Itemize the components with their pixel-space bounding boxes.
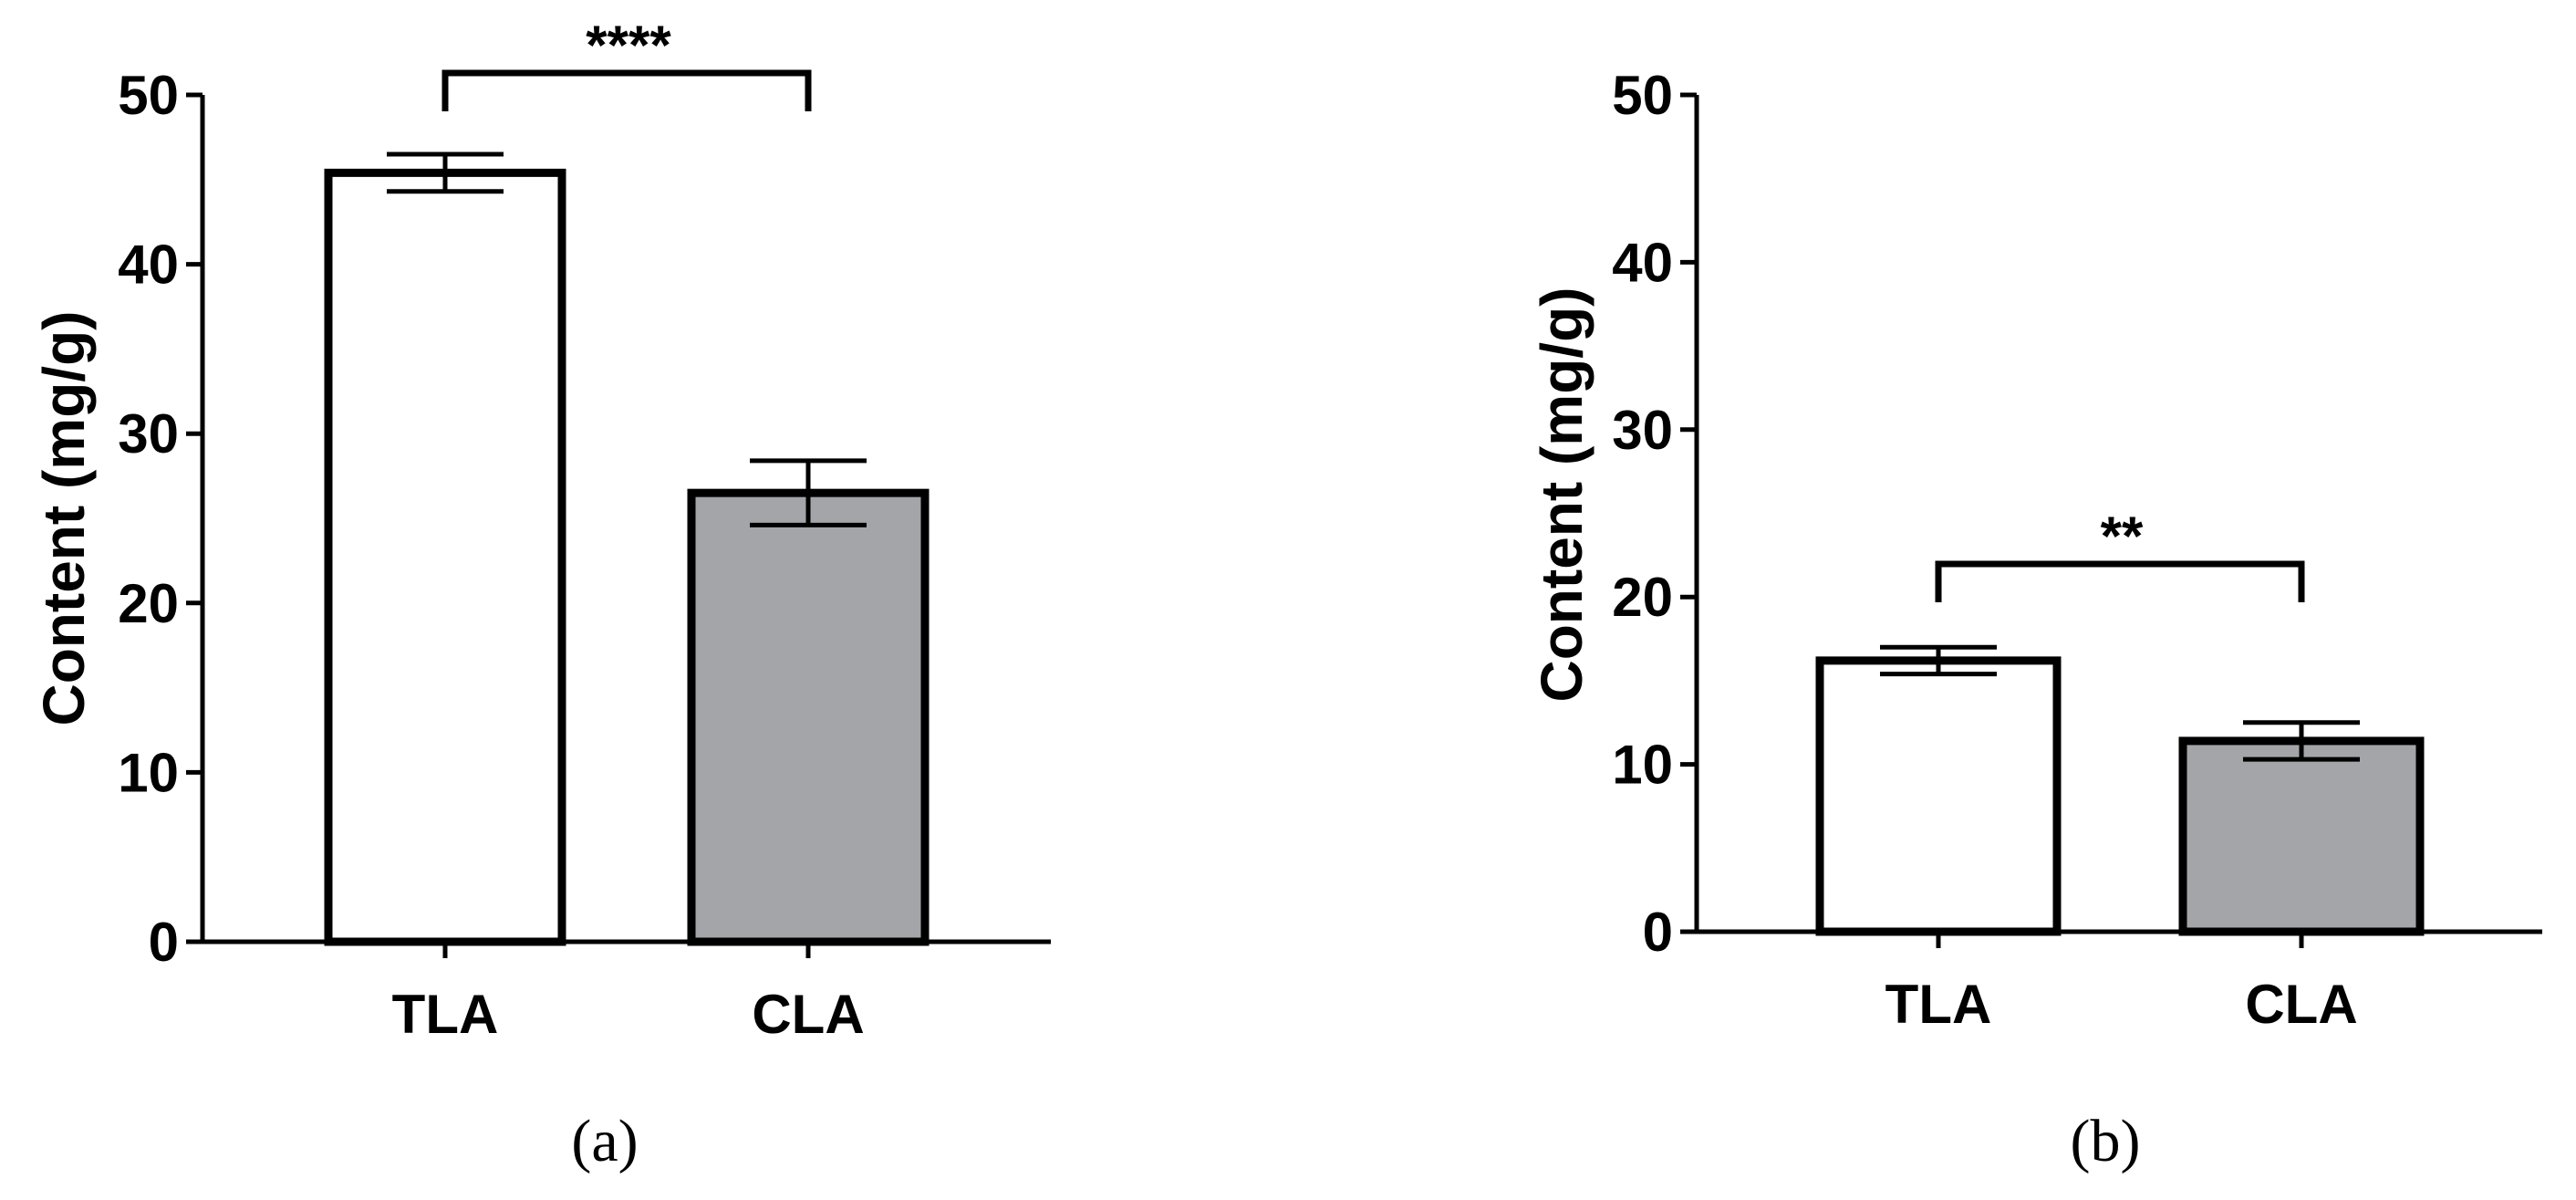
x-tick-label-tla: TLA	[1885, 974, 1992, 1035]
chart-panel-b: TLA CLA 0 10 20 30 40 50 Content (mg/g) ** (b)	[1529, 65, 2542, 1174]
panel-label: (a)	[571, 1108, 638, 1174]
y-tick-label: 0	[1643, 902, 1673, 963]
y-axis-title: Content (mg/g)	[31, 311, 97, 726]
y-tick-label: 0	[149, 912, 179, 973]
bar-cla	[2178, 736, 2425, 936]
x-tick-label-tla: TLA	[392, 984, 499, 1045]
y-tick-label: 20	[118, 573, 179, 634]
significance-label: ****	[586, 15, 671, 76]
y-tick-label: 30	[118, 403, 179, 464]
significance-bracket	[441, 69, 812, 111]
y-tick-label: 40	[118, 235, 179, 296]
significance-bracket	[1935, 560, 2305, 602]
y-tick-label: 50	[118, 65, 179, 126]
y-tick-label: 30	[1612, 400, 1673, 461]
chart-panel-a: TLA CLA 0 10 20 30 40 50 Content (mg/g) **** (a)	[31, 15, 1051, 1174]
y-tick-label: 50	[1612, 65, 1673, 126]
y-axis-title: Content (mg/g)	[1529, 287, 1594, 703]
y-tick-label: 40	[1612, 232, 1673, 293]
y-tick-label: 10	[118, 742, 179, 803]
y-tick-label: 10	[1612, 735, 1673, 796]
y-tick-label: 20	[1612, 567, 1673, 628]
bar-cla	[687, 488, 930, 946]
significance-label: **	[2101, 506, 2144, 567]
panel-label: (b)	[2071, 1108, 2141, 1174]
x-tick-label-cla: CLA	[752, 984, 864, 1045]
bar-tla	[1815, 656, 2062, 936]
x-tick-label-cla: CLA	[2245, 974, 2357, 1035]
bar-tla	[324, 168, 566, 946]
